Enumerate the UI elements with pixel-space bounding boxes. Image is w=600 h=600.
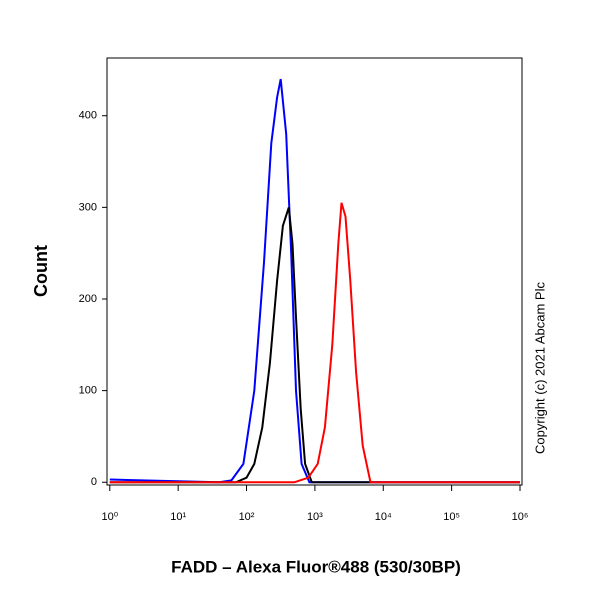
x-tick-label: 10² [239, 511, 255, 523]
x-tick-label: 10⁶ [512, 511, 529, 523]
y-tick-label: 300 [79, 201, 97, 213]
y-tick-label: 100 [79, 385, 97, 397]
y-axis-label: Count [31, 245, 51, 297]
histogram-line [109, 202, 520, 484]
y-tick-label: 400 [79, 110, 97, 122]
copyright: Copyright (c) 2021 Abcam Plc [532, 282, 547, 454]
y-tick-label: 200 [79, 293, 97, 305]
x-tick-label: 10⁰ [101, 511, 118, 523]
histogram-line [109, 78, 520, 484]
x-tick-label: 10⁵ [443, 511, 460, 523]
y-tick-label: 0 [91, 476, 97, 488]
x-tick-label: 10¹ [170, 511, 186, 523]
plot-frame [106, 57, 523, 486]
x-tick-label: 10⁴ [375, 511, 392, 523]
x-axis-label: FADD – Alexa Fluor®488 (530/30BP) [171, 557, 461, 576]
x-tick-label: 10³ [307, 511, 323, 523]
histogram-line [109, 207, 520, 484]
